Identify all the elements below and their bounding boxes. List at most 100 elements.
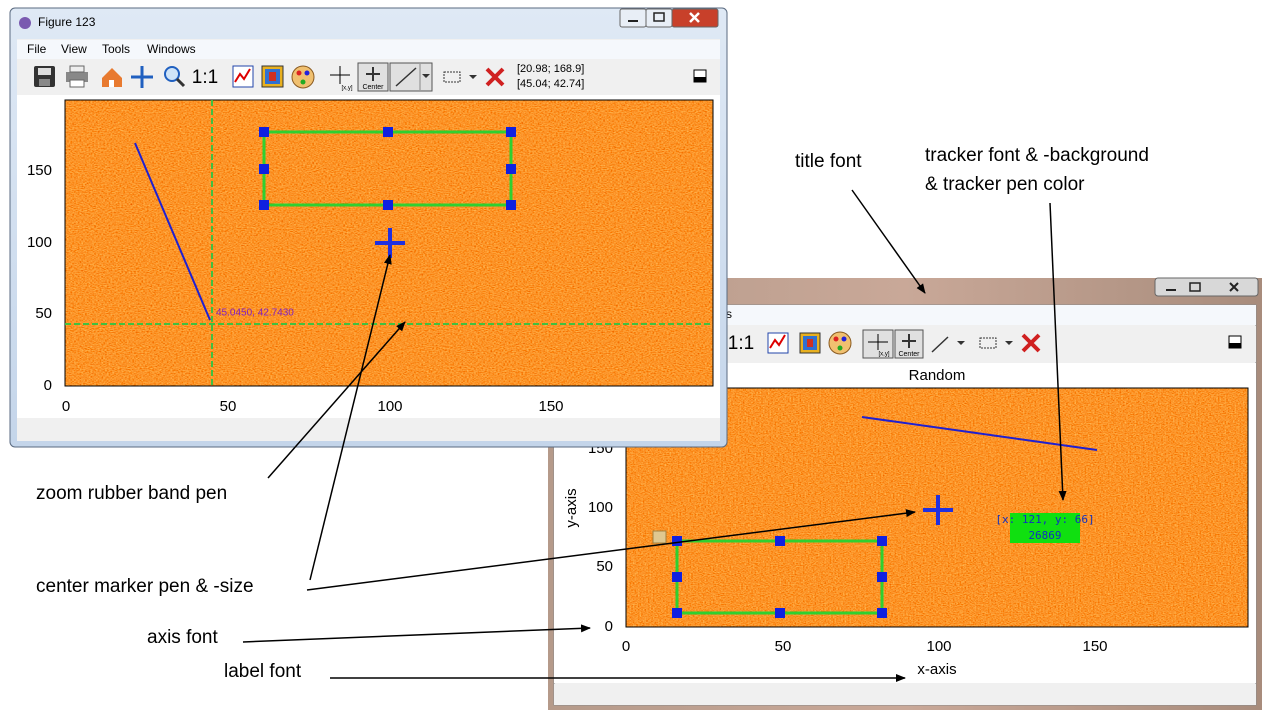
ui-path <box>868 334 888 350</box>
ui-rect <box>269 72 276 81</box>
toolbar-button[interactable] <box>979 337 997 349</box>
toolbar-button[interactable] <box>389 62 433 92</box>
annotation: label font <box>224 661 302 682</box>
ui-path <box>902 334 916 348</box>
ui-rect <box>619 8 647 28</box>
arrow <box>267 321 406 479</box>
toolbar-button[interactable] <box>291 65 315 89</box>
annotation: tracker font & -background <box>925 145 1149 166</box>
toolbar-button[interactable] <box>931 336 949 353</box>
toolbar-button[interactable] <box>261 65 284 88</box>
ui-circle <box>304 70 310 76</box>
toolbar-button[interactable] <box>828 331 852 355</box>
menu-item[interactable]: View <box>61 42 87 56</box>
annotations: title font tracker font & -background & … <box>36 145 1149 682</box>
y-tick-label: 150 <box>27 162 52 179</box>
menu-item[interactable]: s <box>726 307 732 321</box>
ui-circle <box>291 65 315 89</box>
y-tick-label: 0 <box>605 618 613 635</box>
ui-rect <box>259 127 269 137</box>
ui-rect <box>1010 513 1080 543</box>
ui-rect <box>672 608 682 618</box>
plot-title: Random <box>909 367 966 384</box>
ui-rect <box>625 387 1249 628</box>
toolbar-button[interactable]: 1:1 <box>728 333 754 354</box>
y-axis: 0 50 100 150 <box>27 162 52 394</box>
ui-path <box>769 334 786 349</box>
window-controls[interactable] <box>619 8 719 28</box>
toolbar-button[interactable] <box>485 67 505 87</box>
button-caption: [x,y] <box>878 352 889 358</box>
annotation: title font <box>795 151 862 172</box>
ui-rect <box>554 305 1256 325</box>
toolbar-button[interactable]: [x,y] <box>330 66 353 92</box>
toolbar-button[interactable] <box>232 65 254 88</box>
arrow <box>851 189 926 294</box>
ui-rect <box>383 127 393 137</box>
ui-g <box>672 536 887 618</box>
toolbar-button[interactable] <box>66 65 88 88</box>
ui-rect <box>17 40 720 59</box>
toolbar-button[interactable] <box>1021 333 1041 353</box>
x-axis: 0 50 100 150 <box>62 398 564 415</box>
ui-rect <box>775 608 785 618</box>
ui-line <box>175 77 186 88</box>
app-icon <box>19 17 31 29</box>
ui-g <box>242 189 1067 682</box>
toolbar-button[interactable]: 1:1 <box>192 67 218 88</box>
annotation: zoom rubber band pen <box>36 483 227 504</box>
toolbar-button[interactable] <box>443 71 461 83</box>
arrow <box>1049 202 1067 501</box>
menu-item[interactable]: File <box>27 42 47 56</box>
button-caption: Center <box>362 84 384 91</box>
toolbar-button[interactable]: Center <box>357 62 389 92</box>
coordinates: [45.04; 42.74] <box>517 78 584 90</box>
ui-rect <box>877 608 887 618</box>
center-marker <box>923 495 953 525</box>
toolbar-button[interactable] <box>767 332 789 354</box>
ui-path <box>330 66 350 84</box>
toolbar-button[interactable] <box>164 66 186 88</box>
ui-rect <box>66 72 88 82</box>
x-tick-label: 150 <box>1082 638 1107 655</box>
ui-rect <box>506 200 516 210</box>
toolbar-button[interactable] <box>34 66 55 87</box>
toolbar-button[interactable] <box>131 66 153 88</box>
ui-rect <box>259 200 269 210</box>
ui-path <box>422 74 430 78</box>
ui-rect <box>506 127 516 137</box>
ui-rect <box>672 536 682 546</box>
ui-rect <box>64 99 714 387</box>
ui-g <box>259 127 516 210</box>
toolbar-button[interactable] <box>102 68 122 87</box>
y-tick-label: 50 <box>35 305 52 322</box>
window-title: Figure 123 <box>38 15 96 29</box>
x-axis-label: x-axis <box>917 661 956 678</box>
ui-circle <box>833 336 839 342</box>
crosshair-label: 45.0450, 42.7430 <box>216 308 294 319</box>
ui-circle <box>164 66 180 82</box>
window-controls <box>1154 277 1259 297</box>
ui-rect <box>672 572 682 582</box>
toolbar-button[interactable] <box>799 332 821 354</box>
status-bar <box>17 419 720 441</box>
ui-rect <box>109 80 114 87</box>
drawn-line <box>861 416 1098 451</box>
ui-circle <box>300 79 306 85</box>
ui-rect <box>69 65 85 73</box>
menu-item[interactable]: Windows <box>147 42 196 56</box>
ui-rect <box>807 339 813 347</box>
y-axis-label: y-axis <box>563 488 580 527</box>
ui-circle <box>841 336 847 342</box>
ui-circle <box>296 70 302 76</box>
ui-path <box>689 12 700 23</box>
ui-path <box>469 75 477 79</box>
toolbar-button[interactable]: [x,y] <box>862 329 894 359</box>
ui-rect <box>69 79 85 88</box>
ui-circle <box>828 331 852 355</box>
toolbar-button[interactable]: Center <box>894 329 924 359</box>
drawn-line <box>134 142 211 321</box>
menu-item[interactable]: Tools <box>102 42 130 56</box>
selection-rect <box>672 536 887 618</box>
